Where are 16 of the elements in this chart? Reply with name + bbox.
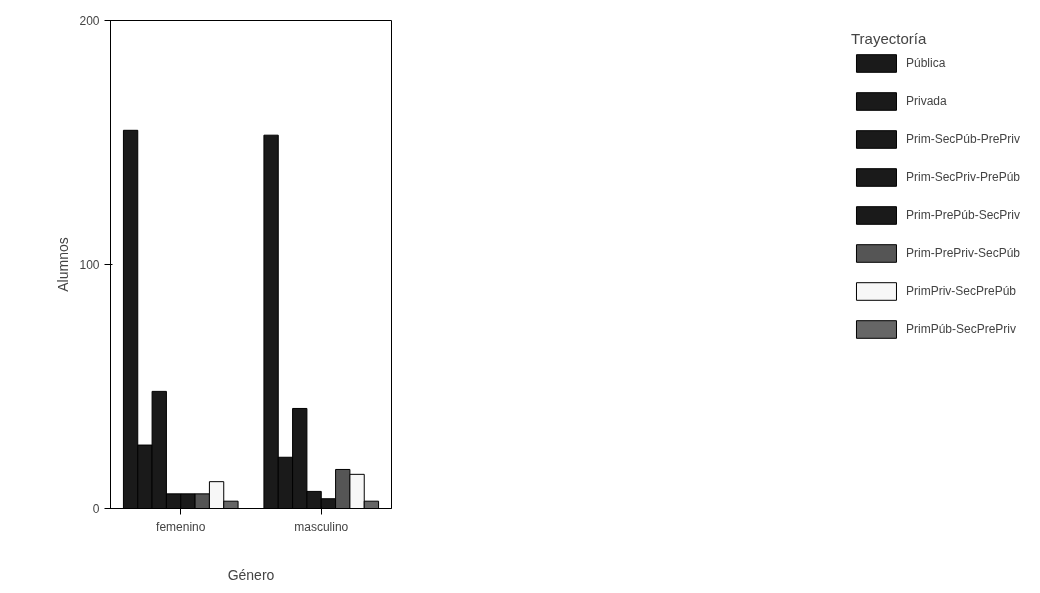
legend-label: Pública bbox=[905, 56, 946, 70]
legend-label: Prim-SecPriv-PrePúb bbox=[905, 170, 1020, 184]
legend-label: Prim-SecPúb-PrePriv bbox=[905, 132, 1020, 146]
legend-label: PrimPúb-SecPrePriv bbox=[905, 322, 1016, 336]
legend-label: Prim-PrePriv-SecPúb bbox=[905, 246, 1020, 260]
x-tick-label: femenino bbox=[156, 519, 206, 534]
legend-label: Prim-PrePúb-SecPriv bbox=[905, 208, 1020, 222]
y-tick-label: 200 bbox=[79, 14, 100, 28]
x-tick-label: masculino bbox=[294, 519, 349, 534]
x-axis-title: Género bbox=[227, 566, 275, 583]
y-tick-label: 100 bbox=[79, 258, 100, 272]
legend-label: Privada bbox=[905, 94, 947, 108]
legend-title: Trayectoría bbox=[850, 30, 928, 47]
y-axis-title: Alumnos bbox=[55, 237, 72, 292]
legend-label: PrimPriv-SecPrePúb bbox=[905, 284, 1016, 298]
y-tick-label: 0 bbox=[92, 502, 100, 516]
